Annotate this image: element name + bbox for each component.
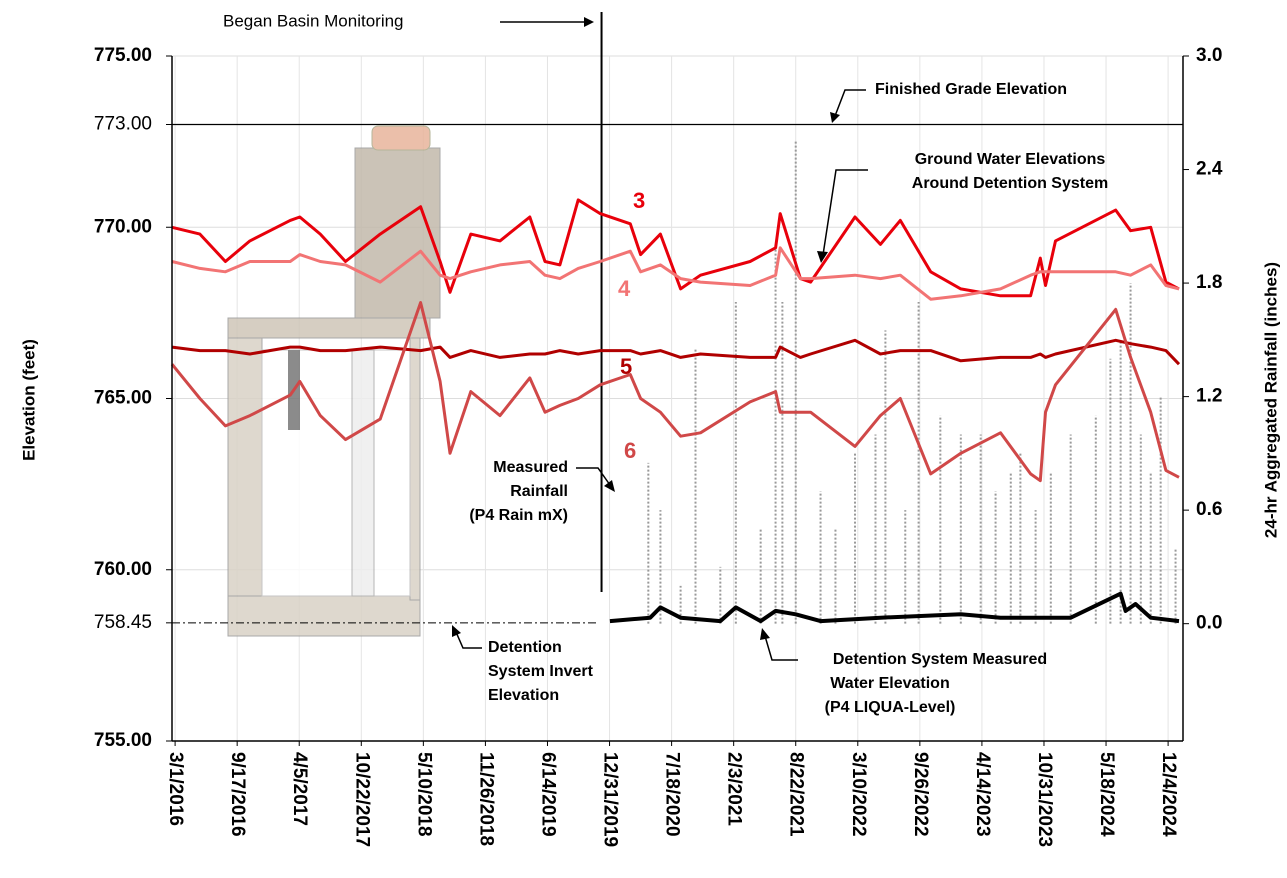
x-tick-label: 3/10/2022 xyxy=(848,752,869,837)
groundwater-line xyxy=(171,198,1180,298)
annotation: Detention System Measured xyxy=(833,651,1047,668)
x-tick-label: 3/1/2016 xyxy=(165,752,186,826)
y-tick-label: 765.00 xyxy=(94,388,152,409)
annotation: System Invert xyxy=(488,663,594,680)
x-tick-label: 11/26/2018 xyxy=(475,752,496,846)
y-axis-title: Elevation (feet) xyxy=(19,339,38,461)
y2-tick-label: 1.2 xyxy=(1196,386,1222,407)
groundwater-line xyxy=(171,338,1181,366)
annotation: Rainfall xyxy=(510,483,568,500)
x-tick-label: 2/3/2021 xyxy=(724,752,745,826)
series-label: 6 xyxy=(624,438,636,463)
arrowhead xyxy=(830,112,840,123)
x-tick-label: 9/26/2022 xyxy=(910,752,931,837)
x-tick-label: 10/22/2017 xyxy=(351,752,372,847)
annotation: Finished Grade Elevation xyxy=(875,81,1067,98)
arrow xyxy=(455,631,482,649)
y-tick-label: 755.00 xyxy=(94,730,152,751)
arrowhead xyxy=(760,628,770,640)
column xyxy=(354,147,441,319)
annotation: Around Detention System xyxy=(912,175,1108,192)
detention-structure xyxy=(227,125,441,637)
x-tick-label: 12/4/2024 xyxy=(1158,752,1179,837)
annotation: Measured xyxy=(493,459,568,476)
grid xyxy=(172,55,1183,742)
groundwater-line xyxy=(170,301,1180,483)
annotation: Elevation xyxy=(488,687,559,704)
annotation: Detention xyxy=(488,639,562,656)
x-tick-label: 8/22/2021 xyxy=(786,752,807,837)
wall xyxy=(227,337,263,624)
cap xyxy=(371,125,431,151)
y-tick-label: 775.00 xyxy=(94,45,152,66)
y2-tick-label: 3.0 xyxy=(1196,45,1222,66)
y-tick-label: 773.00 xyxy=(94,114,152,135)
marks xyxy=(170,12,1183,624)
series-label: 4 xyxy=(618,276,631,301)
arrowhead xyxy=(817,251,828,263)
x-tick-label: 4/5/2017 xyxy=(289,752,310,826)
riser xyxy=(351,349,375,597)
x-tick-label: 10/31/2023 xyxy=(1034,752,1055,847)
y-tick-label: 758.45 xyxy=(94,612,152,633)
arrow xyxy=(764,635,798,661)
arrowhead xyxy=(604,480,615,492)
annotation: (P4 LIQUA-Level) xyxy=(825,699,956,716)
slab xyxy=(227,317,431,339)
y2-tick-label: 0.0 xyxy=(1196,613,1222,634)
x-tick-label: 4/14/2023 xyxy=(972,752,993,837)
annotation: Ground Water Elevations xyxy=(915,151,1106,168)
y-tick-label: 770.00 xyxy=(94,216,152,237)
x-tick-label: 7/18/2020 xyxy=(662,752,683,837)
y2-tick-label: 0.6 xyxy=(1196,499,1222,520)
x-tick-label: 9/17/2016 xyxy=(227,752,248,837)
x-tick-label: 5/10/2018 xyxy=(413,752,434,837)
arrowhead xyxy=(452,625,461,637)
annotation: (P4 Rain mX) xyxy=(469,507,568,524)
series-label: 5 xyxy=(620,354,632,379)
arrow xyxy=(576,467,611,486)
annotation: Began Basin Monitoring xyxy=(223,11,404,30)
y2-axis-title: 24-hr Aggregated Rainfall (inches) xyxy=(1261,262,1280,538)
arrow xyxy=(834,89,866,117)
y-tick-label: 760.00 xyxy=(94,559,152,580)
annotation: Water Elevation xyxy=(830,675,949,692)
y2-tick-label: 1.8 xyxy=(1196,272,1222,293)
x-tick-label: 5/18/2024 xyxy=(1096,752,1117,837)
x-tick-label: 6/14/2019 xyxy=(537,752,558,837)
wall xyxy=(409,337,421,601)
chamber xyxy=(261,349,411,597)
arrowhead xyxy=(584,17,594,27)
base xyxy=(227,595,421,637)
water-level-line xyxy=(609,591,1180,624)
groundwater-line xyxy=(171,246,1180,301)
x-tick-label: 12/31/2019 xyxy=(600,752,621,847)
arrow xyxy=(822,169,868,256)
series-label: 3 xyxy=(633,188,645,213)
y2-tick-label: 2.4 xyxy=(1196,159,1223,180)
